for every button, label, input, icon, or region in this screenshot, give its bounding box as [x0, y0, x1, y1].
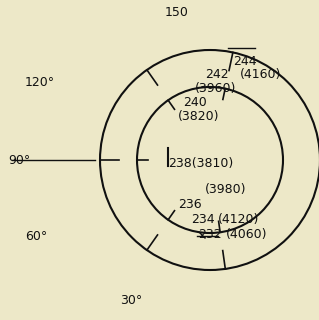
- Text: (3820): (3820): [178, 110, 219, 123]
- Text: 60°: 60°: [25, 230, 47, 244]
- Text: (3980): (3980): [205, 183, 247, 196]
- Text: 120°: 120°: [25, 76, 55, 90]
- Text: (3960): (3960): [195, 82, 236, 95]
- Text: (4060): (4060): [226, 228, 268, 241]
- Text: 240: 240: [183, 96, 207, 109]
- Text: 236: 236: [178, 198, 202, 211]
- Text: 90°: 90°: [8, 154, 30, 166]
- Text: (4120): (4120): [218, 213, 259, 226]
- Text: 150: 150: [165, 5, 189, 19]
- Text: 242: 242: [205, 68, 229, 81]
- Text: 232: 232: [198, 228, 222, 241]
- Text: 238(3810): 238(3810): [168, 157, 233, 170]
- Text: 234: 234: [191, 213, 215, 226]
- Text: (4160): (4160): [240, 68, 281, 81]
- Text: 30°: 30°: [120, 293, 142, 307]
- Text: 244: 244: [233, 55, 256, 68]
